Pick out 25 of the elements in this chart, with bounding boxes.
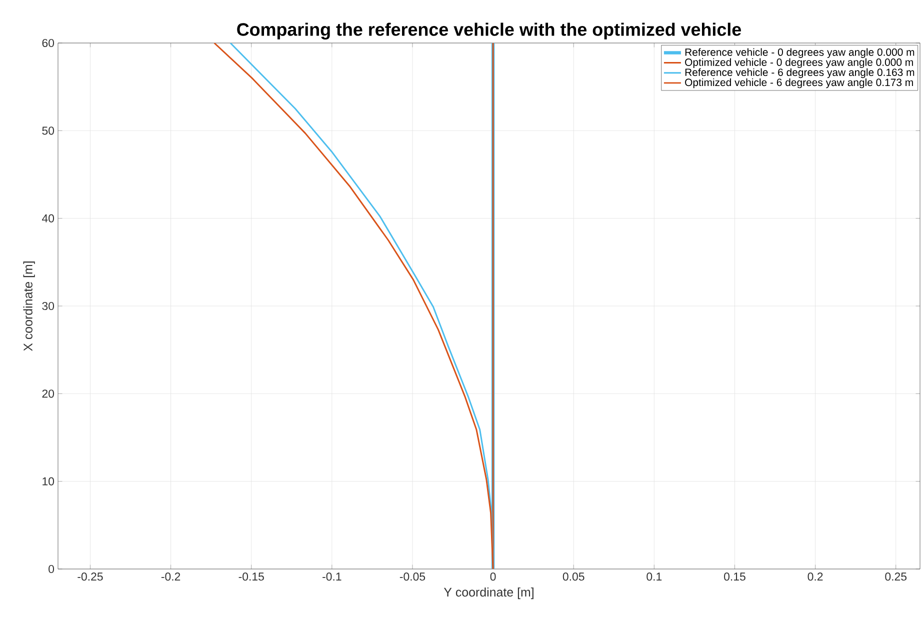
y-tick-label: 20 [42,390,54,398]
x-tick-label: -0.25 [78,572,103,581]
chart-title: Comparing the reference vehicle with the optimized vehicle [237,22,741,40]
x-tick-label: 0 [490,572,496,581]
y-tick-label: 30 [42,302,54,310]
legend-label: Reference vehicle - 0 degrees yaw angle 0.000 m [685,48,914,58]
y-tick-label: 0 [48,564,54,574]
y-tick-label: 50 [42,126,54,135]
y-tick-label: 60 [42,38,54,48]
y-tick-label: 40 [42,214,54,222]
x-tick-label: -0.05 [400,572,426,581]
x-tick-label: -0.1 [322,572,342,581]
y-axis-title: X coordinate [m] [23,262,35,352]
y-tick-label: 10 [42,477,54,486]
x-tick-label: 0.05 [562,572,584,581]
x-axis-title: Y coordinate [m] [444,587,534,600]
x-tick-label: 0.2 [808,572,823,581]
x-tick-label: -0.2 [161,572,180,581]
legend-label: Optimized vehicle - 0 degrees yaw angle 0.000 m [685,58,913,68]
x-tick-label: 0.25 [885,572,907,581]
legend-label: Optimized vehicle - 6 degrees yaw angle 0.173 m [685,78,913,88]
legend-label: Reference vehicle - 6 degrees yaw angle 0.163 m [685,68,914,78]
x-tick-label: 0.1 [646,572,662,581]
x-tick-label: -0.15 [238,572,264,581]
x-tick-label: 0.15 [724,572,746,581]
